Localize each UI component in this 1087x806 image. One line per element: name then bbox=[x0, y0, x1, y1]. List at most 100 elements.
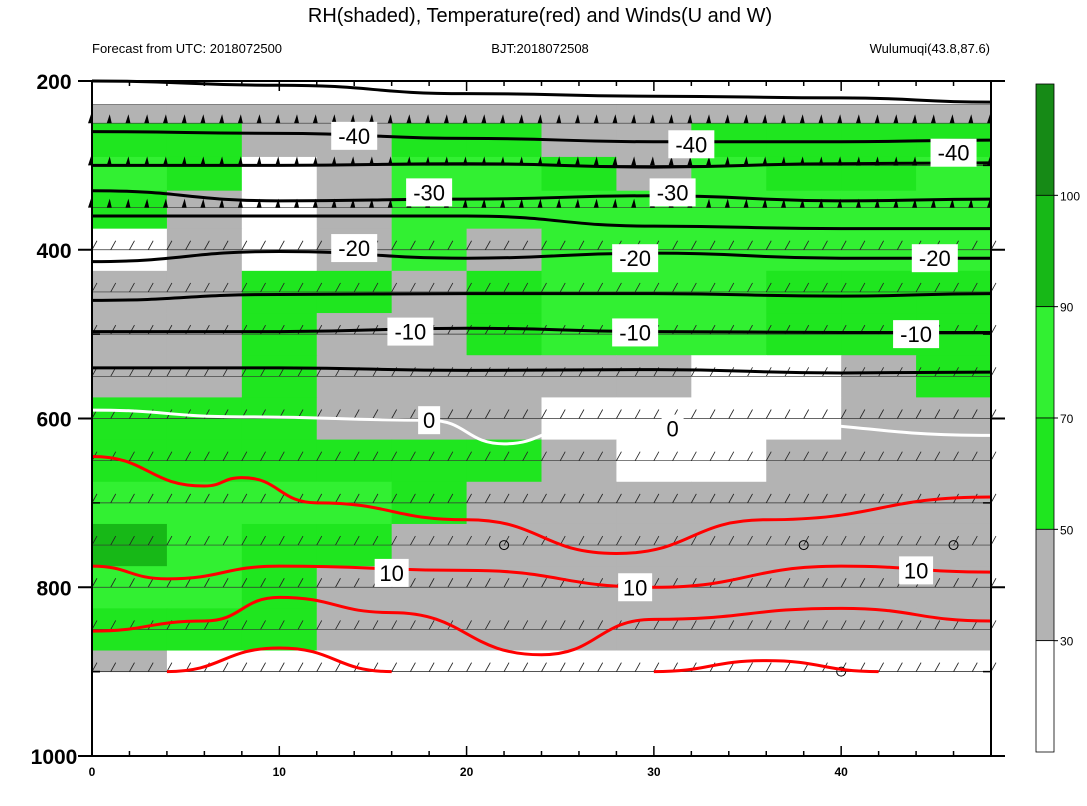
wind-barb bbox=[503, 282, 510, 293]
isotherm-black bbox=[91, 292, 992, 302]
rh-cell bbox=[541, 650, 617, 673]
wind-barb-flag bbox=[462, 198, 468, 208]
wind-barb bbox=[166, 282, 173, 293]
wind-barb-flag bbox=[144, 156, 150, 166]
wind-barb bbox=[559, 451, 566, 461]
wind-barb bbox=[784, 451, 791, 461]
wind-barb bbox=[878, 620, 884, 630]
wind-barb bbox=[484, 662, 491, 672]
wind-barb-flag bbox=[837, 198, 843, 208]
wind-barb bbox=[971, 662, 978, 672]
wind-barb bbox=[578, 620, 585, 630]
wind-barb bbox=[747, 240, 753, 250]
wind-barb bbox=[222, 240, 229, 250]
wind-barb bbox=[353, 451, 360, 461]
wind-barb bbox=[897, 620, 903, 630]
wind-barb bbox=[410, 282, 416, 293]
wind-barb bbox=[129, 282, 135, 293]
wind-barb bbox=[616, 409, 622, 419]
wind-barb bbox=[765, 578, 772, 588]
wind-barb-flag bbox=[743, 156, 749, 166]
wind-barb bbox=[953, 662, 959, 672]
wind-barb bbox=[353, 282, 360, 293]
wind-barb bbox=[447, 409, 454, 419]
wind-barb bbox=[728, 493, 735, 504]
wind-barb bbox=[222, 662, 229, 672]
isotherm-black bbox=[92, 326, 991, 334]
wind-barb bbox=[934, 662, 941, 672]
wind-barb bbox=[747, 409, 753, 419]
wind-barb bbox=[653, 409, 660, 419]
wind-barb bbox=[897, 451, 903, 461]
wind-barb bbox=[728, 240, 735, 250]
wind-barb-flag bbox=[687, 114, 693, 124]
wind-barb bbox=[410, 451, 416, 461]
isotherm-label-box bbox=[649, 178, 696, 207]
wind-barb-flag bbox=[818, 114, 824, 124]
wind-barb bbox=[765, 535, 772, 546]
rh-cell bbox=[466, 104, 542, 124]
wind-barb bbox=[840, 620, 847, 630]
wind-barb bbox=[747, 282, 753, 293]
wind-barb-flag bbox=[593, 156, 599, 166]
wind-barb bbox=[765, 409, 772, 419]
wind-barb bbox=[522, 240, 529, 250]
wind-barb bbox=[597, 620, 604, 630]
wind-barb bbox=[765, 620, 772, 630]
wind-barb bbox=[129, 535, 135, 546]
wind-barb bbox=[466, 662, 472, 672]
wind-barb-flag bbox=[631, 156, 637, 166]
wind-barb bbox=[204, 240, 210, 250]
wind-barb-flag bbox=[518, 198, 524, 208]
wind-barb-flag bbox=[350, 198, 356, 208]
rh-cell bbox=[241, 650, 318, 673]
wind-barb-flag bbox=[649, 156, 655, 166]
wind-barb bbox=[784, 662, 791, 672]
isotherm-label-box bbox=[618, 573, 653, 602]
wind-barb bbox=[222, 451, 229, 461]
wind-barb bbox=[672, 282, 678, 293]
wind-barb bbox=[147, 578, 154, 588]
wind-barb bbox=[278, 451, 285, 461]
wind-barb bbox=[634, 535, 641, 546]
wind-barb bbox=[934, 535, 941, 546]
wind-barb bbox=[653, 535, 660, 546]
wind-barb bbox=[934, 282, 941, 293]
rh-cell bbox=[241, 190, 318, 230]
wind-barb bbox=[709, 282, 716, 293]
wind-barb-flag bbox=[893, 198, 899, 208]
wind-barb-flag bbox=[256, 156, 262, 166]
isotherm-label-box bbox=[418, 406, 441, 435]
isotherm-label-box bbox=[387, 317, 434, 346]
wind-barb bbox=[428, 535, 435, 546]
wind-barb-flag bbox=[799, 198, 805, 208]
isotherm-label-box bbox=[899, 556, 934, 585]
colorbar-segment bbox=[1035, 640, 1055, 753]
wind-barb bbox=[297, 535, 304, 546]
wind-barb bbox=[672, 620, 678, 630]
wind-barb bbox=[690, 493, 697, 504]
wind-barb bbox=[803, 282, 810, 293]
wind-barb bbox=[260, 451, 266, 461]
wind-barb-flag bbox=[893, 114, 899, 124]
colorbar-tick-label: 90 bbox=[1060, 301, 1074, 315]
wind-barb bbox=[765, 240, 772, 250]
wind-barb bbox=[222, 493, 229, 504]
wind-barb bbox=[466, 409, 472, 419]
wind-barb-flag bbox=[743, 114, 749, 124]
wind-barb bbox=[541, 493, 547, 504]
wind-barb bbox=[428, 451, 435, 461]
wind-barb bbox=[466, 493, 472, 504]
wind-barb bbox=[241, 451, 248, 461]
wind-barb-flag bbox=[762, 114, 768, 124]
rh-cell bbox=[92, 123, 168, 158]
wind-barb-flag bbox=[537, 114, 543, 124]
wind-barb-flag bbox=[144, 114, 150, 124]
wind-barb-flag bbox=[106, 198, 112, 208]
wind-barb bbox=[878, 240, 884, 250]
wind-barb bbox=[147, 493, 154, 504]
wind-barb bbox=[278, 282, 285, 293]
rh-cell bbox=[841, 190, 917, 230]
wind-barb bbox=[784, 409, 791, 419]
